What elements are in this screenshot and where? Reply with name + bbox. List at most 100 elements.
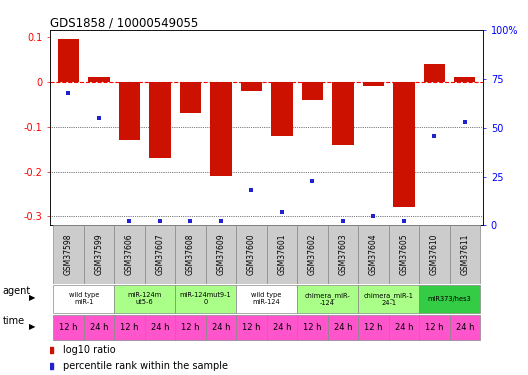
Text: 24 h: 24 h <box>272 323 291 332</box>
Bar <box>297 285 358 313</box>
Bar <box>423 64 445 82</box>
Text: GSM37606: GSM37606 <box>125 234 134 275</box>
Point <box>186 219 195 225</box>
Point <box>460 119 469 125</box>
Text: GSM37600: GSM37600 <box>247 234 256 275</box>
Bar <box>271 82 293 136</box>
Bar <box>363 82 384 86</box>
Bar <box>175 285 236 313</box>
Bar <box>419 315 449 340</box>
Text: GSM37610: GSM37610 <box>430 234 439 275</box>
Bar <box>358 225 389 284</box>
Bar <box>180 82 201 113</box>
Bar <box>53 285 114 313</box>
Bar <box>327 315 358 340</box>
Text: GSM37604: GSM37604 <box>369 234 378 275</box>
Point <box>369 213 378 219</box>
Text: GSM37599: GSM37599 <box>95 234 103 275</box>
Point <box>338 219 347 225</box>
Bar <box>84 225 114 284</box>
Bar <box>175 315 206 340</box>
Bar <box>175 225 206 284</box>
Point <box>308 177 317 183</box>
Bar <box>393 82 414 207</box>
Bar <box>449 315 480 340</box>
Bar <box>84 315 114 340</box>
Text: chimera_miR-1
24-1: chimera_miR-1 24-1 <box>364 292 413 306</box>
Bar <box>236 225 267 284</box>
Text: wild type
miR-124: wild type miR-124 <box>251 292 282 305</box>
Text: 12 h: 12 h <box>303 323 322 332</box>
Text: GSM37601: GSM37601 <box>277 234 286 275</box>
Text: 12 h: 12 h <box>181 323 200 332</box>
Point <box>125 219 134 225</box>
Bar <box>267 225 297 284</box>
Text: chimera_miR-
-124: chimera_miR- -124 <box>305 292 351 306</box>
Bar <box>449 225 480 284</box>
Bar <box>145 225 175 284</box>
Bar <box>206 225 236 284</box>
Text: GSM37611: GSM37611 <box>460 234 469 275</box>
Bar <box>236 285 297 313</box>
Text: 12 h: 12 h <box>242 323 261 332</box>
Bar <box>149 82 171 158</box>
Text: GSM37602: GSM37602 <box>308 234 317 275</box>
Bar <box>389 225 419 284</box>
Text: ▶: ▶ <box>29 322 35 331</box>
Bar <box>419 285 480 313</box>
Text: GSM37609: GSM37609 <box>216 234 225 275</box>
Text: 12 h: 12 h <box>364 323 383 332</box>
Bar <box>236 315 267 340</box>
Bar <box>301 82 323 100</box>
Text: time: time <box>3 316 25 326</box>
Bar <box>419 225 449 284</box>
Point <box>64 90 73 96</box>
Bar <box>332 82 354 145</box>
Text: GSM37598: GSM37598 <box>64 234 73 275</box>
Text: 24 h: 24 h <box>90 323 108 332</box>
Point <box>216 219 225 225</box>
Bar <box>454 78 476 82</box>
Bar <box>241 82 262 91</box>
Bar <box>53 225 84 284</box>
Text: wild type
miR-1: wild type miR-1 <box>69 292 99 305</box>
Text: percentile rank within the sample: percentile rank within the sample <box>63 361 228 371</box>
Text: GSM37607: GSM37607 <box>155 234 164 275</box>
Text: GSM37608: GSM37608 <box>186 234 195 275</box>
Text: 12 h: 12 h <box>120 323 139 332</box>
Bar <box>88 78 110 82</box>
Point <box>95 115 103 121</box>
Text: agent: agent <box>3 286 31 296</box>
Text: log10 ratio: log10 ratio <box>63 345 116 355</box>
Bar <box>53 315 84 340</box>
Text: GSM37605: GSM37605 <box>399 234 408 275</box>
Bar <box>119 82 140 140</box>
Bar <box>210 82 232 176</box>
Text: GDS1858 / 10000549055: GDS1858 / 10000549055 <box>50 16 199 29</box>
Text: 24 h: 24 h <box>394 323 413 332</box>
Point <box>278 209 286 215</box>
Text: 12 h: 12 h <box>425 323 444 332</box>
Text: GSM37603: GSM37603 <box>338 234 347 275</box>
Point <box>400 219 408 225</box>
Text: miR-124m
ut5-6: miR-124m ut5-6 <box>128 292 162 305</box>
Bar <box>358 315 389 340</box>
Bar <box>114 315 145 340</box>
Bar <box>297 225 327 284</box>
Bar <box>327 225 358 284</box>
Text: 24 h: 24 h <box>150 323 169 332</box>
Bar <box>358 285 419 313</box>
Bar <box>389 315 419 340</box>
Bar <box>267 315 297 340</box>
Point <box>156 219 164 225</box>
Text: 24 h: 24 h <box>334 323 352 332</box>
Bar <box>58 39 79 82</box>
Bar <box>297 315 327 340</box>
Bar <box>206 315 236 340</box>
Point <box>247 187 256 193</box>
Text: miR-124mut9-1
0: miR-124mut9-1 0 <box>180 292 231 305</box>
Bar <box>114 225 145 284</box>
Text: miR373/hes3: miR373/hes3 <box>428 296 472 302</box>
Bar <box>114 285 175 313</box>
Text: ▶: ▶ <box>29 293 35 302</box>
